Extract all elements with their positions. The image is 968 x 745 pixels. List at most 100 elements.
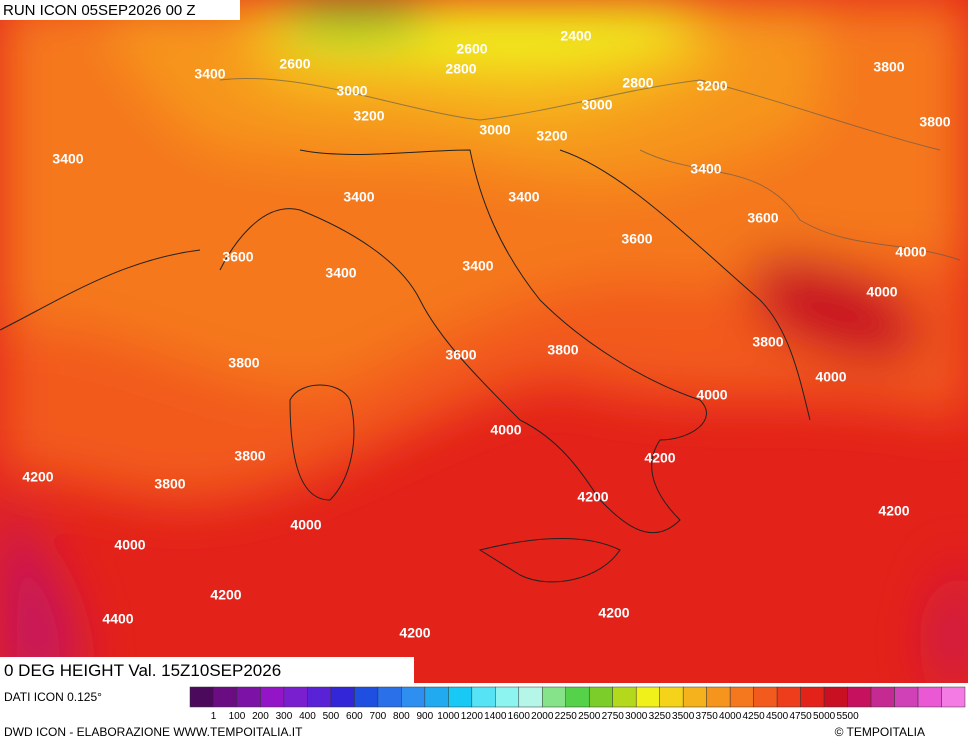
contour-label: 3200 bbox=[353, 108, 384, 124]
source-label: DATI ICON 0.125° bbox=[4, 690, 102, 704]
run-label: RUN ICON 05SEP2026 00 Z bbox=[3, 2, 196, 19]
colorbar-label: 600 bbox=[346, 711, 363, 722]
color-swatch bbox=[424, 686, 449, 708]
contour-label: 3000 bbox=[479, 122, 510, 138]
colorbar-label: 100 bbox=[229, 711, 246, 722]
contour-label: 3400 bbox=[194, 66, 225, 82]
contour-label: 4200 bbox=[644, 450, 675, 466]
colorbar-label: 1400 bbox=[484, 711, 507, 722]
contour-label: 3800 bbox=[873, 59, 904, 75]
colorbar-label: 1600 bbox=[508, 711, 531, 722]
contour-label: 3800 bbox=[234, 448, 265, 464]
color-swatch bbox=[917, 686, 942, 708]
color-swatch bbox=[776, 686, 801, 708]
color-swatch bbox=[753, 686, 778, 708]
color-swatch bbox=[729, 686, 754, 708]
contour-label: 4000 bbox=[490, 422, 521, 438]
contour-label: 2800 bbox=[622, 75, 653, 91]
contour-label: 3200 bbox=[536, 128, 567, 144]
colorbar-label: 2500 bbox=[578, 711, 601, 722]
contour-label: 4000 bbox=[114, 537, 145, 553]
color-swatch bbox=[565, 686, 590, 708]
contour-label: 3800 bbox=[752, 334, 783, 350]
color-swatch bbox=[847, 686, 872, 708]
contour-label: 3400 bbox=[690, 161, 721, 177]
color-swatch bbox=[307, 686, 332, 708]
contour-label: 4200 bbox=[399, 625, 430, 641]
colorbar-label: 5500 bbox=[836, 711, 859, 722]
colorbar-label: 300 bbox=[276, 711, 293, 722]
color-swatch bbox=[682, 686, 707, 708]
color-swatch bbox=[635, 686, 660, 708]
contour-label: 2400 bbox=[560, 28, 591, 44]
contour-label: 4200 bbox=[878, 503, 909, 519]
contour-label: 4200 bbox=[577, 489, 608, 505]
color-swatch bbox=[189, 686, 214, 708]
contour-label: 4000 bbox=[290, 517, 321, 533]
color-swatch bbox=[612, 686, 637, 708]
contour-label: 4200 bbox=[210, 587, 241, 603]
colorbar-label: 3250 bbox=[649, 711, 672, 722]
colorbar-label: 4250 bbox=[743, 711, 766, 722]
colorbar-label: 1200 bbox=[461, 711, 484, 722]
color-swatch bbox=[354, 686, 379, 708]
colorbar-label: 1000 bbox=[437, 711, 460, 722]
colorbar-label: 800 bbox=[393, 711, 410, 722]
contour-label: 4000 bbox=[696, 387, 727, 403]
contour-label: 3800 bbox=[154, 476, 185, 492]
contour-label: 3600 bbox=[747, 210, 778, 226]
contour-label: 4400 bbox=[102, 611, 133, 627]
color-swatch bbox=[401, 686, 426, 708]
contour-label: 4200 bbox=[598, 605, 629, 621]
color-swatch bbox=[471, 686, 496, 708]
contour-label: 3400 bbox=[343, 189, 374, 205]
colorbar-label: 3000 bbox=[625, 711, 648, 722]
colorbar-label: 2750 bbox=[602, 711, 625, 722]
colorbar-label: 500 bbox=[323, 711, 340, 722]
colorbar-label: 200 bbox=[252, 711, 269, 722]
contour-label: 3600 bbox=[621, 231, 652, 247]
contour-label: 3400 bbox=[462, 258, 493, 274]
color-swatch bbox=[588, 686, 613, 708]
color-swatch bbox=[870, 686, 895, 708]
contour-label: 2600 bbox=[279, 56, 310, 72]
color-swatch bbox=[236, 686, 261, 708]
contour-label: 3400 bbox=[508, 189, 539, 205]
contour-label: 4000 bbox=[866, 284, 897, 300]
contour-label: 3400 bbox=[325, 265, 356, 281]
color-swatch bbox=[448, 686, 473, 708]
color-swatch bbox=[800, 686, 825, 708]
contour-label: 4000 bbox=[815, 369, 846, 385]
colorbar-label: 4500 bbox=[766, 711, 789, 722]
contour-label: 3800 bbox=[547, 342, 578, 358]
color-swatch bbox=[659, 686, 684, 708]
color-swatch bbox=[706, 686, 731, 708]
field: 3400 2600 3000 3200 2600 2400 2800 2800 3200 3800… bbox=[0, 0, 968, 683]
color-swatch bbox=[330, 686, 355, 708]
contour-label: 4200 bbox=[22, 469, 53, 485]
credit: DWD ICON - ELABORAZIONE WWW.TEMPOITALIA.… bbox=[4, 725, 303, 739]
color-swatch bbox=[213, 686, 238, 708]
field-label: 0 DEG HEIGHT Val. 15Z10SEP2026 bbox=[4, 661, 281, 680]
color-swatch bbox=[941, 686, 966, 708]
colorbar: 1 100 200 300 400 500 600 700 800 900 1000 1200 1400… bbox=[189, 686, 966, 722]
color-swatch bbox=[894, 686, 919, 708]
contour-label: 3000 bbox=[581, 97, 612, 113]
colorbar-label: 2250 bbox=[555, 711, 578, 722]
colorbar-label: 1 bbox=[211, 711, 217, 722]
field-box bbox=[0, 657, 414, 683]
color-swatch bbox=[283, 686, 308, 708]
copyright: © TEMPOITALIA bbox=[835, 725, 925, 739]
contour-label: 3800 bbox=[919, 114, 950, 130]
colorbar-label: 400 bbox=[299, 711, 316, 722]
contour-label: 3400 bbox=[52, 151, 83, 167]
colorbar-label: 900 bbox=[417, 711, 434, 722]
contour-label: 2600 bbox=[456, 41, 487, 57]
colorbar-label: 2000 bbox=[531, 711, 554, 722]
colorbar-label: 3500 bbox=[672, 711, 695, 722]
coastlines bbox=[0, 149, 811, 583]
colorbar-label: 4000 bbox=[719, 711, 742, 722]
color-swatch bbox=[495, 686, 520, 708]
contour-label: 3200 bbox=[696, 78, 727, 94]
